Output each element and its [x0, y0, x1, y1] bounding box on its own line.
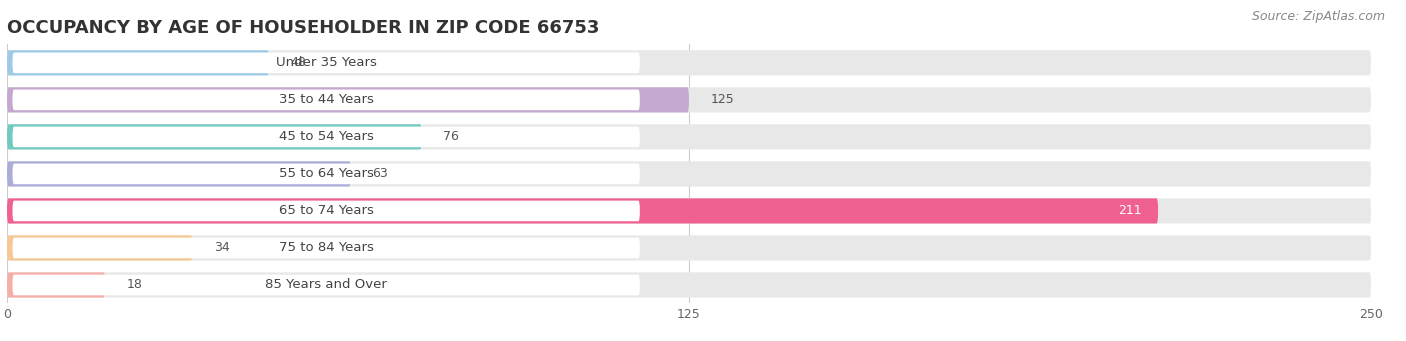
Text: 45 to 54 Years: 45 to 54 Years [278, 130, 374, 143]
FancyBboxPatch shape [7, 198, 1371, 223]
Text: 76: 76 [443, 130, 460, 143]
Text: Under 35 Years: Under 35 Years [276, 56, 377, 69]
FancyBboxPatch shape [13, 127, 640, 147]
FancyBboxPatch shape [7, 272, 1371, 298]
Text: 85 Years and Over: 85 Years and Over [266, 279, 387, 292]
Text: 35 to 44 Years: 35 to 44 Years [278, 93, 374, 106]
FancyBboxPatch shape [7, 235, 193, 261]
Text: 125: 125 [711, 93, 734, 106]
FancyBboxPatch shape [13, 275, 640, 295]
FancyBboxPatch shape [7, 161, 1371, 187]
FancyBboxPatch shape [7, 87, 1371, 113]
FancyBboxPatch shape [7, 161, 350, 187]
FancyBboxPatch shape [13, 201, 640, 221]
FancyBboxPatch shape [7, 50, 1371, 75]
FancyBboxPatch shape [7, 87, 689, 113]
FancyBboxPatch shape [13, 90, 640, 110]
FancyBboxPatch shape [7, 50, 269, 75]
Text: 75 to 84 Years: 75 to 84 Years [278, 241, 374, 254]
Text: 55 to 64 Years: 55 to 64 Years [278, 167, 374, 180]
FancyBboxPatch shape [7, 235, 1371, 261]
FancyBboxPatch shape [7, 124, 1371, 149]
Text: 48: 48 [291, 56, 307, 69]
FancyBboxPatch shape [7, 124, 422, 149]
Text: 211: 211 [1118, 205, 1142, 218]
FancyBboxPatch shape [7, 198, 1159, 223]
Text: Source: ZipAtlas.com: Source: ZipAtlas.com [1251, 10, 1385, 23]
FancyBboxPatch shape [13, 164, 640, 184]
FancyBboxPatch shape [7, 272, 105, 298]
FancyBboxPatch shape [13, 238, 640, 258]
FancyBboxPatch shape [13, 53, 640, 73]
Text: 34: 34 [214, 241, 231, 254]
Text: 63: 63 [373, 167, 388, 180]
Text: 18: 18 [127, 279, 143, 292]
Text: 65 to 74 Years: 65 to 74 Years [278, 205, 374, 218]
Text: OCCUPANCY BY AGE OF HOUSEHOLDER IN ZIP CODE 66753: OCCUPANCY BY AGE OF HOUSEHOLDER IN ZIP C… [7, 19, 599, 37]
